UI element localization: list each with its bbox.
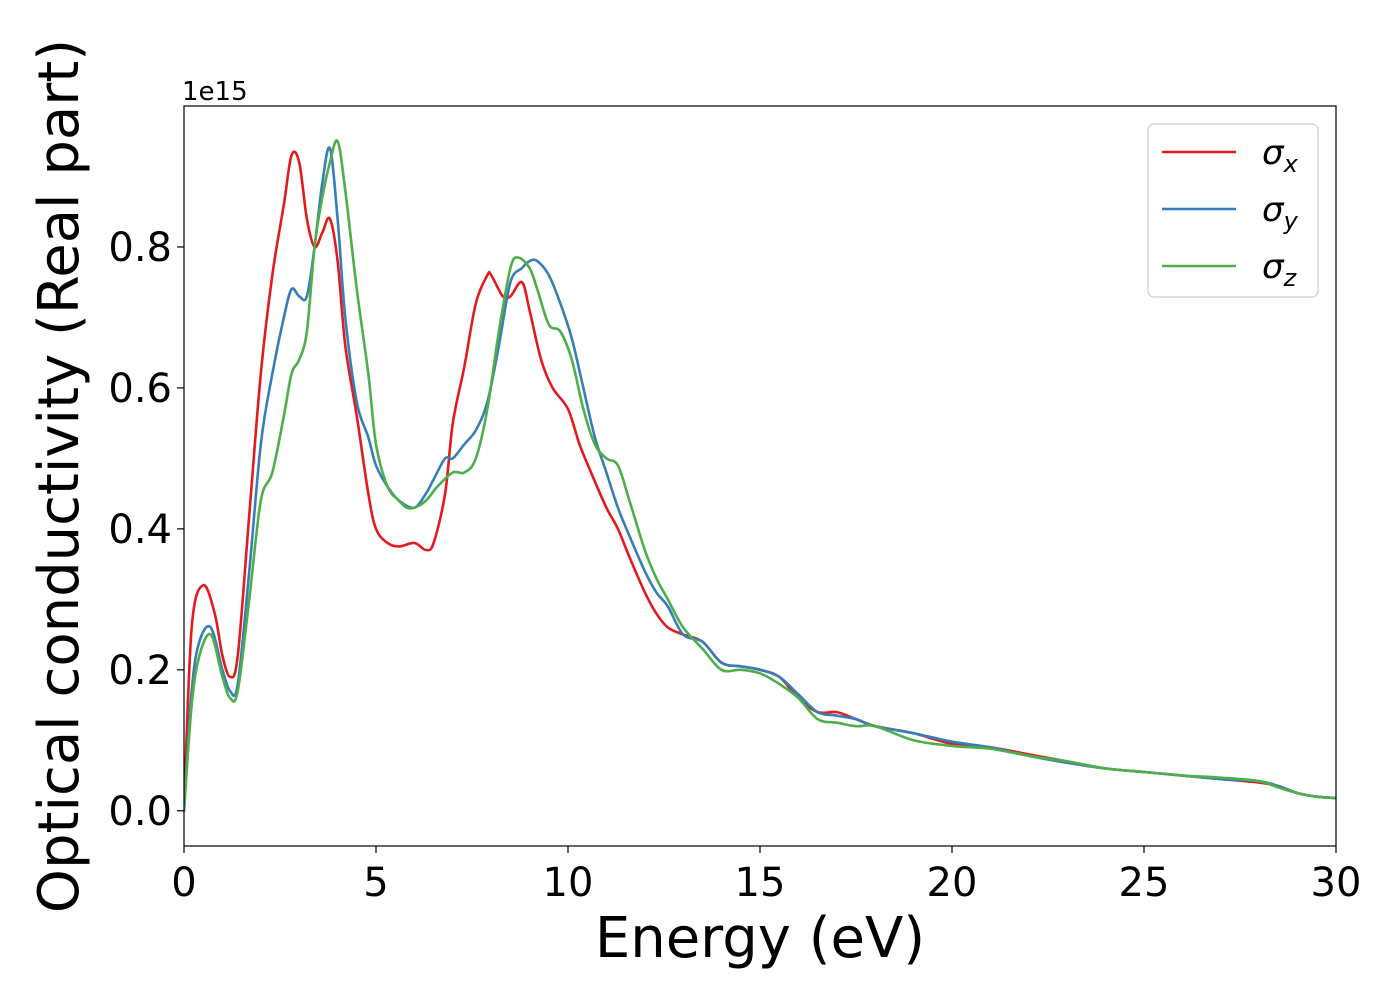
series-line-z: [184, 139, 1336, 813]
legend-label-x: σx: [1262, 133, 1299, 178]
x-axis-label: Energy (eV): [595, 906, 925, 971]
y-tick-label: 0.4: [108, 507, 172, 553]
x-tick-label: 5: [363, 860, 388, 906]
y-axis-ticks: 0.0 0.2 0.4 0.6 0.8: [108, 225, 184, 835]
y-tick-label: 0.0: [108, 789, 172, 835]
x-tick-label: 25: [1119, 860, 1170, 906]
y-tick-label: 0.6: [108, 366, 172, 412]
y-axis-label: Optical conductivity (Real part): [27, 39, 92, 913]
x-tick-label: 30: [1311, 860, 1362, 906]
x-tick-label: 0: [171, 860, 196, 906]
series-line-x: [184, 150, 1336, 813]
y-offset-text: 1e15: [182, 77, 248, 107]
legend-box: [1147, 123, 1319, 298]
plot-lines: [184, 139, 1336, 813]
y-tick-label: 0.2: [108, 648, 172, 694]
x-tick-label: 10: [543, 860, 594, 906]
legend: σx σy σz: [1147, 123, 1319, 298]
legend-label-z: σz: [1262, 247, 1298, 292]
legend-label-y: σy: [1262, 190, 1299, 235]
y-tick-label: 0.8: [108, 225, 172, 271]
x-tick-label: 15: [735, 860, 786, 906]
series-line-y: [184, 146, 1336, 813]
x-tick-label: 20: [927, 860, 978, 906]
x-axis-ticks: 0 5 10 15 20 25 30: [171, 846, 1361, 906]
